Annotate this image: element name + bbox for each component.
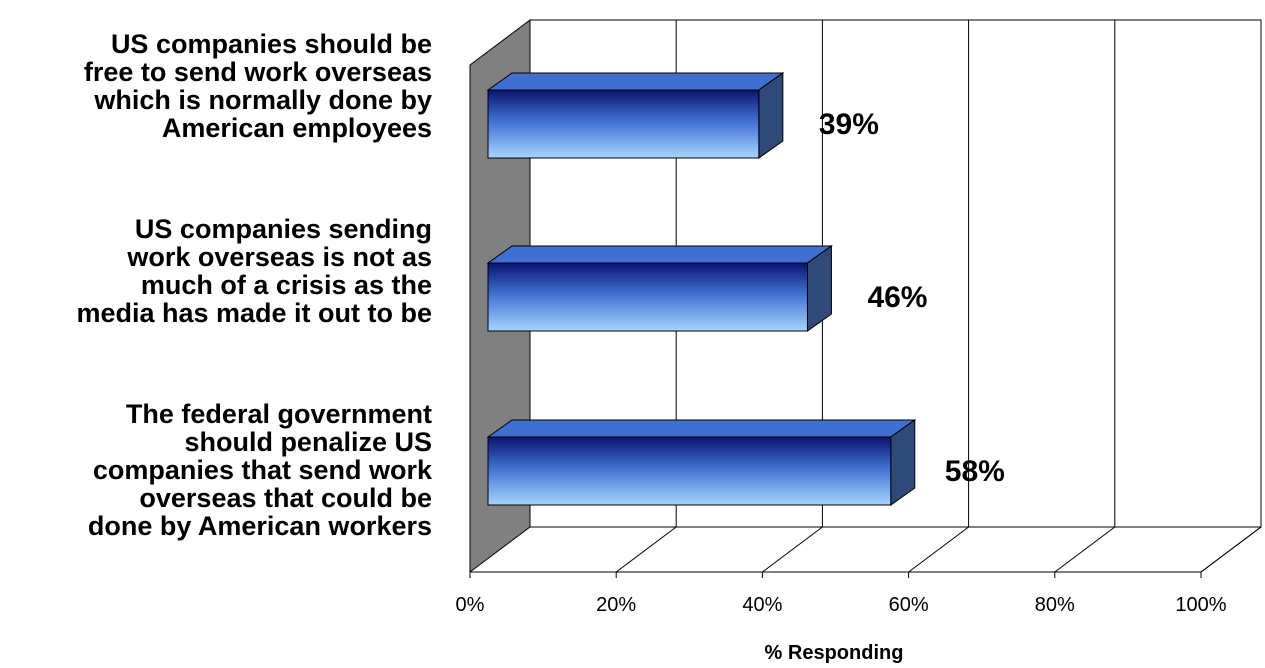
data-label: 39% [819,108,879,141]
y-category-label-line: overseas that could be [139,483,432,513]
y-category-label-line: The federal government [125,399,432,429]
x-tick-label: 80% [1035,594,1075,616]
bar-front-face [487,436,892,506]
data-label: 46% [867,281,927,314]
floor-gridline [1200,526,1262,573]
bar-top-face [486,72,785,91]
floor-gridline [762,526,823,573]
y-category-label-line: US companies should be [110,29,432,59]
bar-front-face [487,89,760,159]
bar [486,245,834,332]
x-tick-label: 60% [889,594,929,616]
y-category-label-line: companies that send work [92,455,432,485]
y-category-label-line: free to send work overseas [83,57,432,87]
data-label: 58% [945,455,1005,488]
y-category-label: The federal government should penalize US… [0,400,432,540]
y-category-label-line: American employees [161,113,432,143]
y-category-label: US companies sending work overseas is not… [0,215,432,327]
y-category-label-line: which is normally done by [94,85,432,115]
bar-top-face [486,419,917,438]
x-tick-label: 100% [1175,594,1226,616]
floor-gridline [615,526,677,573]
bar [486,72,785,159]
bar [486,419,917,506]
floor-gridline [908,526,969,573]
x-tick-label: 0% [456,594,485,616]
y-category-label-line: work overseas is not as [127,242,432,272]
y-category-label-line: done by American workers [87,511,432,541]
y-category-label-line: should penalize US [184,427,432,457]
x-tick-label: 20% [596,594,636,616]
y-category-label: US companies should be free to send work … [0,30,432,142]
x-tick-label: 40% [742,594,782,616]
y-category-label-line: media has made it out to be [76,298,432,328]
y-category-label-line: much of a crisis as the [140,270,432,300]
floor-gridline [1054,526,1116,573]
x-axis-label: % Responding [765,642,904,663]
bar-front-face [487,262,808,332]
bar-top-face [486,245,834,264]
y-category-label-line: US companies sending [134,214,432,244]
